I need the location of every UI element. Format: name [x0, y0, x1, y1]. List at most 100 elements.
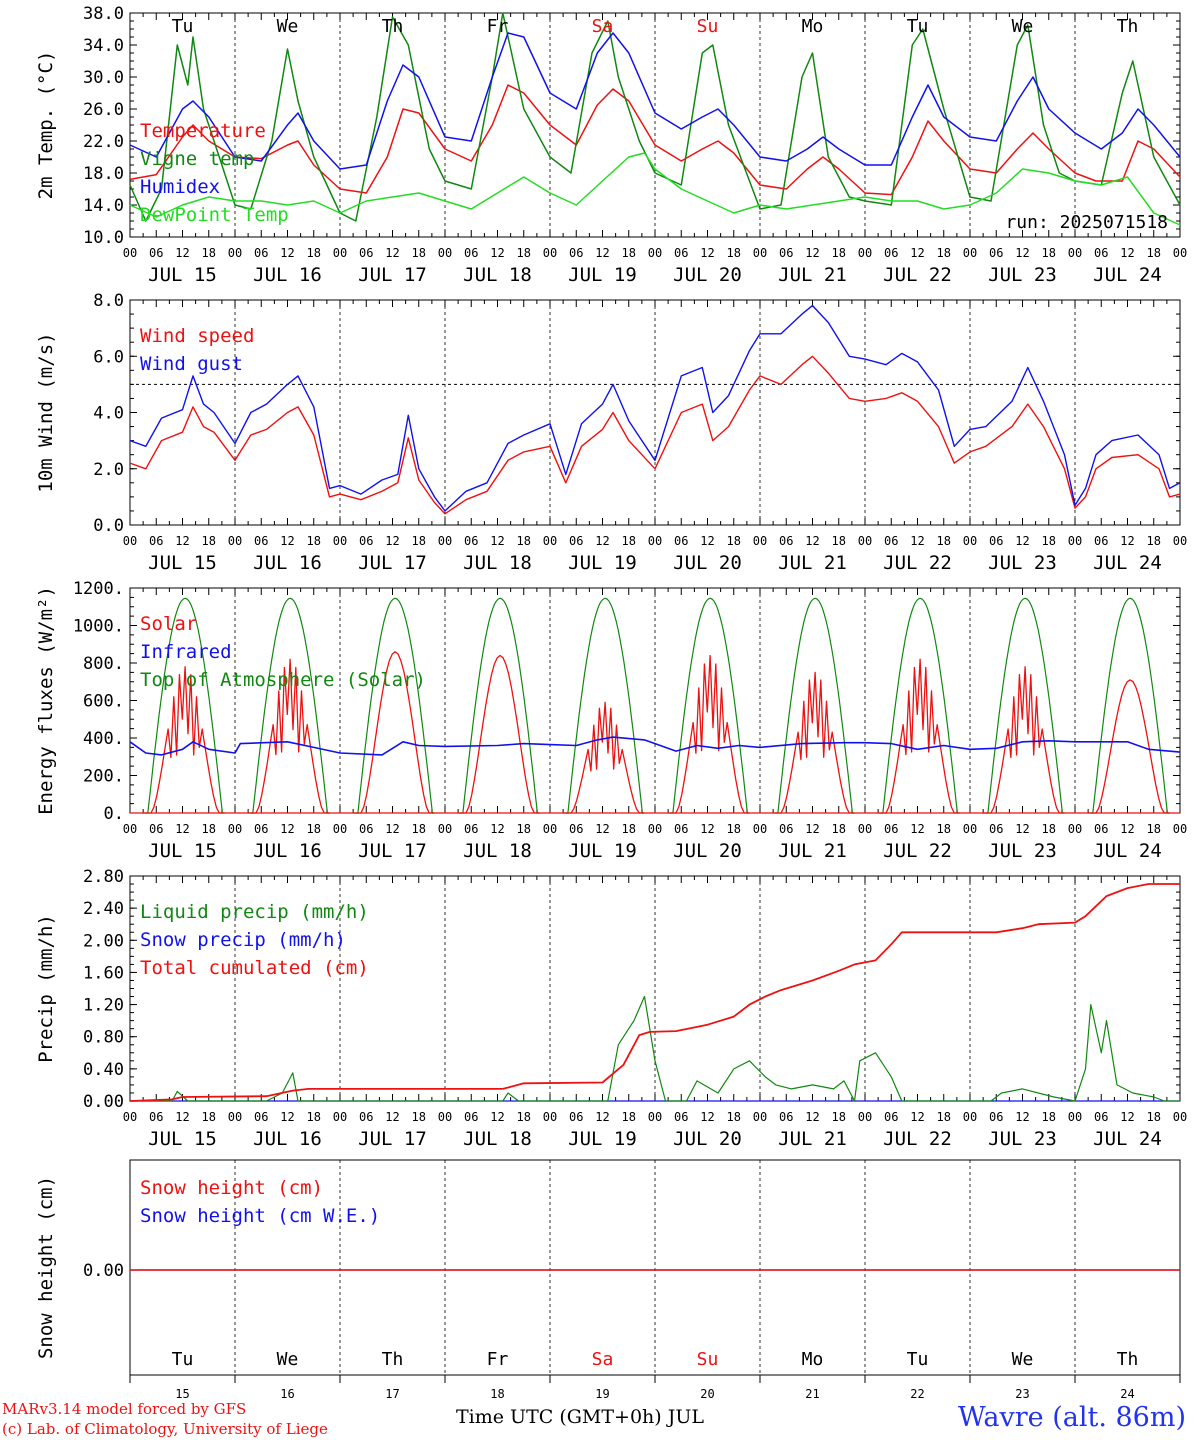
hour-tick-label: 06 [464, 534, 478, 548]
hour-tick-label: 06 [254, 246, 268, 260]
hour-tick-label: 12 [595, 246, 609, 260]
hour-tick-label: 18 [1042, 246, 1056, 260]
date-label: JUL 21 [778, 1128, 847, 1150]
weekday-label: Su [697, 16, 719, 37]
day-number-label: 16 [280, 1387, 294, 1401]
day-number-label: 22 [910, 1387, 924, 1401]
toa-solar-curve [250, 597, 330, 814]
hour-tick-label: 00 [753, 822, 767, 836]
weekday-label: Th [382, 1349, 404, 1370]
weekday-label: Fr [487, 16, 509, 37]
solar-curve [142, 666, 225, 814]
y-tick-label: 38.0 [83, 4, 124, 24]
weekday-label: Th [1117, 16, 1139, 37]
hour-tick-label: 06 [1094, 246, 1108, 260]
wind-speed-line [129, 355, 1181, 515]
hour-tick-label: 06 [464, 822, 478, 836]
hour-tick-label: 06 [884, 534, 898, 548]
y-tick-label: 14.0 [83, 196, 124, 216]
hour-tick-label: 18 [1042, 822, 1056, 836]
weekday-label: Tu [907, 16, 929, 37]
hour-tick-label: 06 [569, 822, 583, 836]
weekday-label: Mo [802, 16, 824, 37]
hour-tick-label: 06 [779, 534, 793, 548]
y-axis-label: Energy fluxes (W/m²) [35, 586, 57, 815]
solar-curve [457, 654, 540, 814]
hour-tick-label: 00 [438, 246, 452, 260]
hour-tick-label: 18 [412, 534, 426, 548]
liquid-precip-line [130, 995, 1180, 1102]
panel-1: 10.0 14.0 18.0 22.0 26.0 30.0 34.0 38.0 2m Temp.… [35, 4, 1187, 286]
weekday-label: We [1012, 16, 1034, 37]
hour-tick-label: 18 [622, 246, 636, 260]
hour-tick-label: 06 [149, 1110, 163, 1124]
hour-tick-label: 18 [1042, 534, 1056, 548]
y-axis-label: 10m Wind (m/s) [35, 332, 57, 492]
hour-tick-label: 06 [779, 1110, 793, 1124]
hour-tick-label: 00 [753, 246, 767, 260]
toa-solar-curve [565, 597, 645, 814]
hour-tick-label: 06 [149, 822, 163, 836]
date-label: JUL 19 [568, 840, 637, 862]
hour-tick-label: 12 [910, 822, 924, 836]
date-label: JUL 18 [463, 552, 532, 574]
hour-tick-label: 12 [1015, 1110, 1029, 1124]
hour-tick-label: 12 [700, 534, 714, 548]
hour-tick-label: 18 [307, 822, 321, 836]
date-label: JUL 19 [568, 1128, 637, 1150]
y-tick-label: 200. [83, 767, 124, 787]
hour-tick-label: 06 [674, 534, 688, 548]
date-label: JUL 21 [778, 552, 847, 574]
legend-entry: Snow precip (mm/h) [140, 929, 346, 951]
y-tick-label: 0.00 [83, 1261, 124, 1281]
hour-tick-label: 00 [333, 534, 347, 548]
date-label: JUL 20 [673, 1128, 742, 1150]
hour-tick-label: 06 [569, 246, 583, 260]
hour-tick-label: 00 [858, 1110, 872, 1124]
hour-tick-label: 12 [595, 1110, 609, 1124]
hour-tick-label: 18 [412, 822, 426, 836]
y-tick-label: 18.0 [83, 164, 124, 184]
hour-tick-label: 12 [805, 1110, 819, 1124]
infrared-line [129, 736, 1181, 756]
hour-tick-label: 18 [202, 822, 216, 836]
date-label: JUL 17 [358, 840, 427, 862]
solar-curve [877, 658, 960, 814]
hour-tick-label: 18 [727, 246, 741, 260]
hour-tick-label: 06 [1094, 1110, 1108, 1124]
toa-solar-curve [145, 597, 225, 814]
hour-tick-label: 00 [438, 534, 452, 548]
date-label: JUL 24 [1093, 552, 1162, 574]
hour-tick-label: 18 [937, 822, 951, 836]
date-label: JUL 15 [148, 552, 217, 574]
y-tick-label: 2.00 [83, 931, 124, 951]
panel-4: 0.00 0.40 0.80 1.20 1.60 2.00 2.40 2.80 Precip (… [35, 867, 1187, 1150]
hour-tick-label: 00 [438, 1110, 452, 1124]
solar-curve [352, 651, 435, 814]
hour-tick-label: 12 [280, 246, 294, 260]
hour-tick-label: 12 [1120, 246, 1134, 260]
weekday-label: Mo [802, 1349, 824, 1370]
hour-tick-label: 00 [1068, 246, 1082, 260]
hour-tick-label: 18 [1147, 822, 1161, 836]
date-label: JUL 22 [883, 1128, 952, 1150]
date-label: JUL 21 [778, 264, 847, 286]
hour-tick-label: 18 [832, 1110, 846, 1124]
hour-tick-label: 18 [832, 822, 846, 836]
y-tick-label: 0.0 [93, 516, 124, 536]
y-tick-label: 800. [83, 654, 124, 674]
y-tick-label: 26.0 [83, 100, 124, 120]
hour-tick-label: 18 [1147, 246, 1161, 260]
hour-tick-label: 18 [727, 822, 741, 836]
copyright-credit: (c) Lab. of Climatology, University of L… [2, 1420, 328, 1438]
date-label: JUL 24 [1093, 264, 1162, 286]
y-tick-label: 400. [83, 729, 124, 749]
weekday-label: Fr [487, 1349, 509, 1370]
hour-tick-label: 12 [1120, 534, 1134, 548]
hour-tick-label: 18 [832, 246, 846, 260]
legend-entry: Liquid precip (mm/h) [140, 901, 369, 923]
y-tick-label: 0.80 [83, 1028, 124, 1048]
hour-tick-label: 00 [858, 822, 872, 836]
day-number-label: 21 [805, 1387, 819, 1401]
hour-tick-label: 06 [884, 246, 898, 260]
